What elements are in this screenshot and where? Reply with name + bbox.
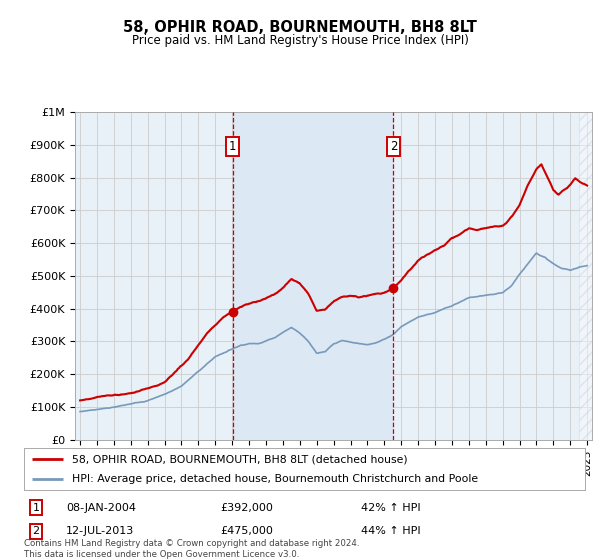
Text: 42% ↑ HPI: 42% ↑ HPI: [361, 503, 420, 512]
Text: 1: 1: [229, 140, 236, 153]
Text: £475,000: £475,000: [220, 526, 273, 536]
Text: 1: 1: [32, 503, 40, 512]
Text: £392,000: £392,000: [220, 503, 273, 512]
Bar: [233, 112, 394, 440]
Text: 2: 2: [389, 140, 397, 153]
Text: 12-JUL-2013: 12-JUL-2013: [66, 526, 134, 536]
Text: 58, OPHIR ROAD, BOURNEMOUTH, BH8 8LT: 58, OPHIR ROAD, BOURNEMOUTH, BH8 8LT: [123, 20, 477, 35]
Text: 44% ↑ HPI: 44% ↑ HPI: [361, 526, 420, 536]
Text: HPI: Average price, detached house, Bournemouth Christchurch and Poole: HPI: Average price, detached house, Bour…: [71, 474, 478, 484]
Text: Contains HM Land Registry data © Crown copyright and database right 2024.
This d: Contains HM Land Registry data © Crown c…: [24, 539, 359, 559]
Text: 58, OPHIR ROAD, BOURNEMOUTH, BH8 8LT (detached house): 58, OPHIR ROAD, BOURNEMOUTH, BH8 8LT (de…: [71, 454, 407, 464]
Bar: [578, 112, 592, 440]
Text: 2: 2: [32, 526, 40, 536]
Text: Price paid vs. HM Land Registry's House Price Index (HPI): Price paid vs. HM Land Registry's House …: [131, 34, 469, 46]
Text: 08-JAN-2004: 08-JAN-2004: [66, 503, 136, 512]
